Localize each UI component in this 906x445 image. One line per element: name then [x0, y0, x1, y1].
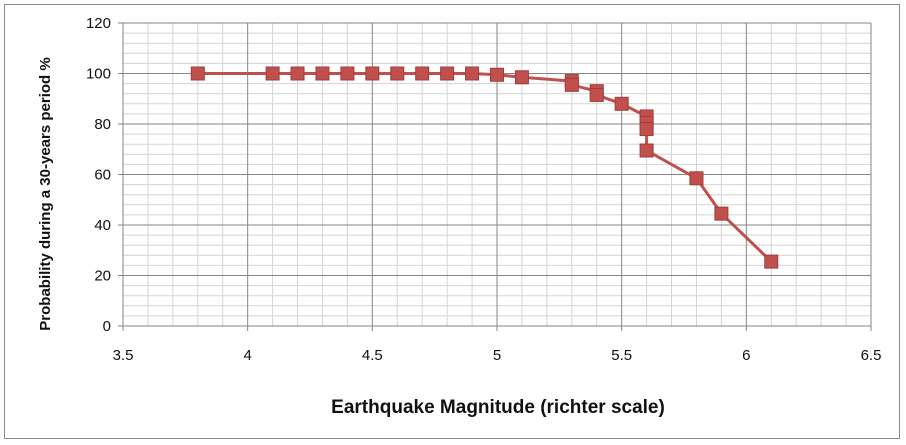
x-tick-label: 5 [493, 347, 501, 364]
x-axis-title: Earthquake Magnitude (richter scale) [331, 397, 665, 418]
data-point-marker [340, 66, 355, 81]
data-point-marker [514, 70, 529, 85]
data-point-marker [639, 122, 654, 137]
data-point-marker [465, 66, 480, 81]
x-tick-label: 4.5 [362, 347, 383, 364]
x-tick-label: 4 [243, 347, 251, 364]
data-point-marker [265, 66, 280, 81]
series-layer [190, 66, 779, 269]
y-tick-label: 40 [94, 217, 111, 234]
x-tick-label: 6 [742, 347, 750, 364]
data-point-marker [365, 66, 380, 81]
data-point-marker [490, 67, 504, 82]
y-tick-labels: 0 20 40 60 80 100 120 [86, 15, 111, 335]
series-line [197, 72, 773, 263]
data-point-marker [714, 206, 729, 221]
y-tick-label: 80 [94, 116, 111, 133]
x-tick-labels: 3.5 4 4.5 5 5.5 6 6.5 [113, 347, 882, 364]
data-point-marker [440, 66, 455, 81]
y-tick-label: 20 [94, 268, 111, 285]
y-axis-title: Probability during a 30-years period % [37, 57, 54, 330]
data-point-marker [190, 66, 205, 81]
data-point-marker [764, 254, 779, 269]
data-point-marker [415, 66, 430, 81]
axes [118, 22, 872, 331]
data-point-marker [564, 77, 579, 92]
data-point-marker [614, 96, 629, 111]
data-point-marker [639, 143, 654, 158]
y-tick-label: 120 [86, 15, 111, 32]
y-tick-label: 100 [86, 66, 111, 83]
data-point-marker [589, 87, 604, 102]
x-tick-label: 5.5 [611, 347, 632, 364]
data-point-marker [315, 66, 330, 81]
data-point-marker [290, 66, 305, 81]
y-tick-label: 60 [94, 167, 111, 184]
y-tick-label: 0 [103, 318, 111, 335]
data-point-marker [689, 171, 704, 186]
data-point-marker [390, 66, 405, 81]
x-tick-label: 6.5 [861, 347, 882, 364]
x-tick-label: 3.5 [113, 347, 134, 364]
